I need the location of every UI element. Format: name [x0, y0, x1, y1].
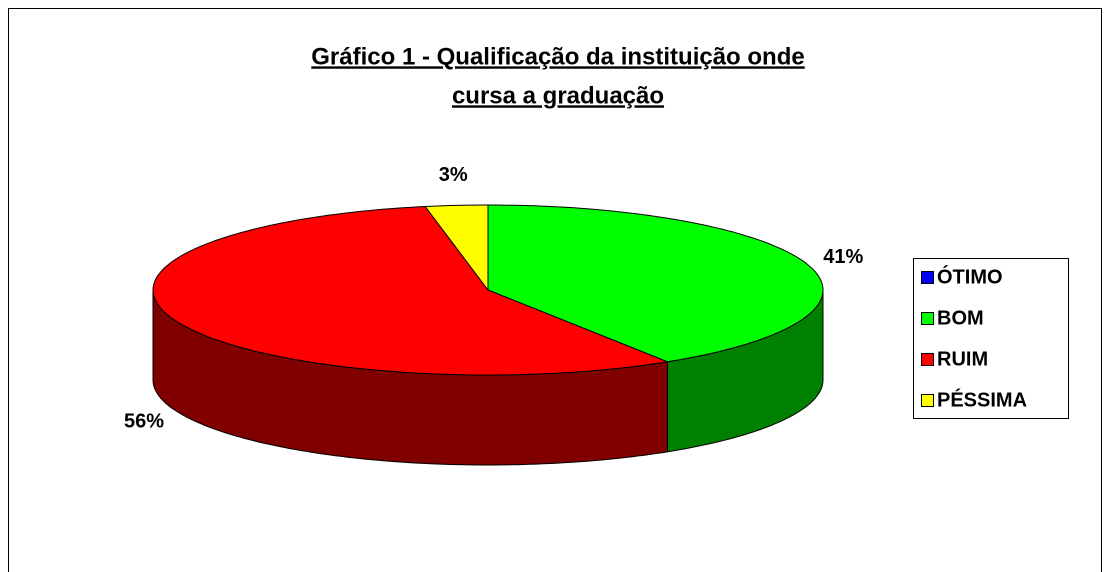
- legend-label: ÓTIMO: [937, 264, 1003, 288]
- legend-label: PÉSSIMA: [937, 388, 1027, 411]
- chart-title: cursa a graduação: [452, 82, 664, 109]
- pie-slice: [152, 205, 670, 376]
- data-label: 41%: [823, 246, 863, 268]
- legend-swatch: [921, 312, 934, 325]
- legend-swatch: [921, 353, 934, 366]
- data-label: 56%: [124, 411, 164, 433]
- data-label: 3%: [439, 164, 468, 186]
- chart-title: Gráfico 1 - Qualificação da instituição …: [311, 43, 804, 70]
- pie-slice: [487, 204, 824, 363]
- legend-label: RUIM: [937, 348, 988, 370]
- legend-swatch: [921, 394, 934, 407]
- pie-slice: [424, 204, 489, 292]
- legend-box: [913, 258, 1069, 419]
- legend-label: BOM: [937, 307, 984, 329]
- chart-frame: [8, 8, 1102, 572]
- legend-swatch: [921, 271, 934, 284]
